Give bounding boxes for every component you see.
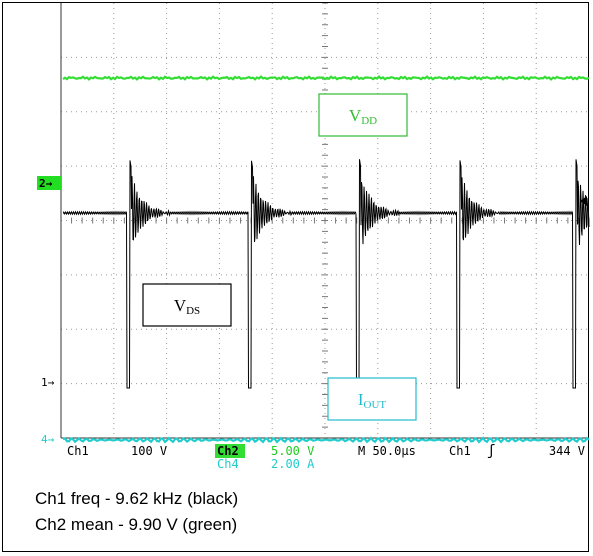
readout-ch2-label: Ch2 <box>217 444 239 458</box>
readout-timebase: M 50.0µs <box>358 444 416 458</box>
readout-ch4-scale: 2.00 A <box>271 457 315 471</box>
vdd-annotation-box <box>318 93 408 137</box>
channel-1-marker-label: 1→ <box>41 376 55 389</box>
readout-ch1-label: Ch1 <box>67 444 89 458</box>
iout-annotation-box <box>327 377 417 421</box>
vds-annotation: VDS <box>142 283 232 327</box>
readout-ch2-highlight <box>215 444 245 458</box>
ch2-vdd-trace <box>62 75 590 81</box>
vdd-annotation: VDD <box>318 93 408 137</box>
readout-trigger-level: 344 V <box>549 444 585 458</box>
vdd-annotation-text: VDD <box>349 106 377 127</box>
scope-readout: Ch1 100 V Ch2 5.00 V Ch4 2.00 A M 50.0µs Ch1 ʃ 34… <box>67 443 585 471</box>
caption-ch1-frequency: Ch1 freq - 9.62 kHz (black) <box>35 489 239 508</box>
vds-annotation-box <box>142 283 232 327</box>
ch4-iout-trace <box>62 436 590 444</box>
vds-annotation-text: VDS <box>174 296 200 317</box>
iout-annotation-text: IOUT <box>358 390 387 411</box>
scope-grid <box>60 3 590 439</box>
trigger-level-marker <box>580 196 587 206</box>
channel-2-marker-label: 2→ <box>39 177 53 190</box>
channel-4-marker-label: 4→ <box>41 433 55 446</box>
ch1-vds-trace <box>62 159 590 389</box>
readout-ch2-scale: 5.00 V <box>271 444 314 458</box>
readout-trigger-slope-icon: ʃ <box>487 443 495 459</box>
readout-ch1-scale: 100 V <box>131 444 167 458</box>
channel-markers: 2→ 1→ 4→ <box>37 176 61 446</box>
channel-2-marker-box <box>37 176 61 190</box>
readout-ch4-label: Ch4 <box>217 457 239 471</box>
readout-trigger-source: Ch1 <box>449 444 471 458</box>
oscilloscope-display: 2→ 1→ 4→ VDD VDS IOUT Ch1 100 V Ch2 5.00 V Ch4 2.00… <box>37 3 590 471</box>
caption-ch2-mean: Ch2 mean - 9.90 V (green) <box>35 515 238 534</box>
iout-annotation: IOUT <box>327 377 417 421</box>
